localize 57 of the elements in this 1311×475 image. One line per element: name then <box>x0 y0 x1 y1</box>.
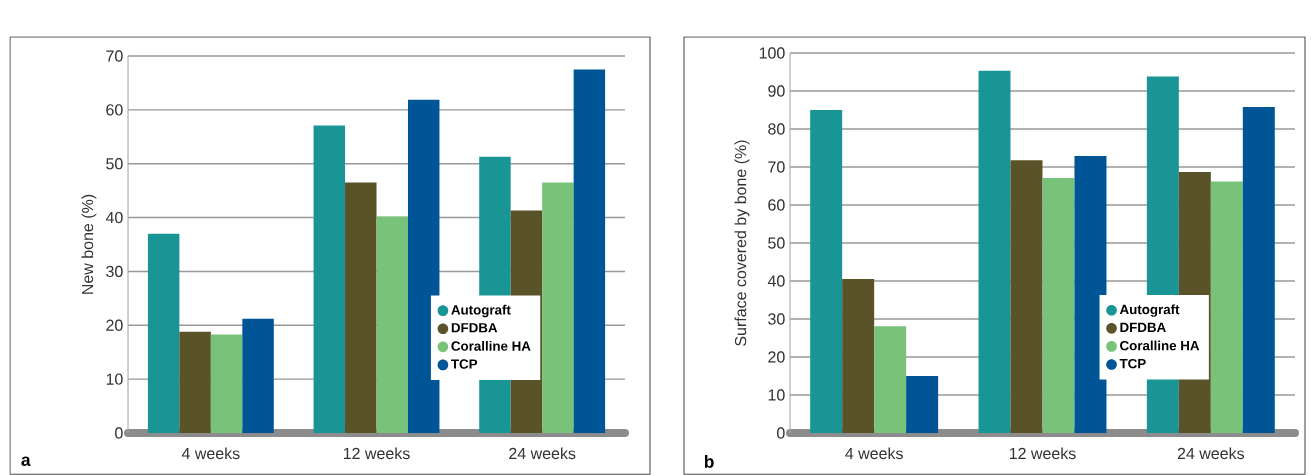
y-tick-label: 20 <box>768 351 785 363</box>
legend-label: Coralline HA <box>1120 340 1200 351</box>
legend-label: DFDBA <box>451 323 498 333</box>
x-tick-label: 24 weeks <box>509 447 576 460</box>
x-tick-label: 4 weeks <box>181 447 240 460</box>
y-tick-label: 0 <box>115 427 123 439</box>
bar <box>210 334 243 433</box>
bar <box>1074 155 1107 433</box>
bar <box>376 216 408 433</box>
bar <box>1042 178 1075 433</box>
y-tick-label: 80 <box>768 123 785 135</box>
y-tick-label: 60 <box>768 199 785 211</box>
y-tick-label: 50 <box>106 158 123 170</box>
y-tick-label: 40 <box>105 211 123 224</box>
bar <box>242 318 274 433</box>
bar <box>1242 106 1275 433</box>
bar <box>842 279 875 433</box>
bar <box>906 375 939 433</box>
legend-label: Autograft <box>1119 304 1180 317</box>
y-tick-label: 50 <box>768 237 785 249</box>
legend-label: TCP <box>1119 358 1146 369</box>
y-tick-label: 60 <box>106 104 123 116</box>
y-tick-label: 30 <box>768 313 785 325</box>
bar <box>978 70 1011 433</box>
y-tick-label: 70 <box>106 50 123 62</box>
y-tick-label: 40 <box>767 275 785 287</box>
x-tick-label: 12 weeks <box>1009 447 1076 460</box>
bar <box>1210 181 1243 433</box>
bar <box>313 125 346 433</box>
bar <box>345 182 377 433</box>
x-tick-label: 12 weeks <box>343 447 410 460</box>
y-tick-label: 0 <box>777 427 785 439</box>
text: b <box>704 455 714 468</box>
bar <box>542 182 574 433</box>
bar <box>147 233 180 433</box>
y-tick-label: 90 <box>768 85 785 97</box>
bar <box>810 110 843 433</box>
bar <box>573 69 606 433</box>
bar <box>179 331 211 433</box>
y-tick-label: 100 <box>759 47 785 59</box>
text: a <box>21 456 31 466</box>
y-axis-title: New bone (%) <box>81 194 97 294</box>
legend-label: DFDBA <box>1120 322 1166 332</box>
bar <box>407 99 440 433</box>
y-tick-label: 10 <box>768 389 785 401</box>
legend-label: TCP <box>451 359 478 369</box>
x-tick-label: 4 weeks <box>845 447 903 460</box>
legend-label: Coralline HA <box>451 340 531 351</box>
y-axis-title: Surface covered by bone (%) <box>734 140 750 346</box>
x-tick-label: 24 weeks <box>1177 447 1245 460</box>
y-tick-label: 10 <box>106 373 123 385</box>
y-tick-label: 30 <box>106 265 123 278</box>
y-tick-label: 70 <box>768 161 785 173</box>
legend-label: Autograft <box>451 304 511 318</box>
bar <box>1010 160 1043 433</box>
bar <box>874 326 907 433</box>
y-tick-label: 20 <box>106 319 123 331</box>
